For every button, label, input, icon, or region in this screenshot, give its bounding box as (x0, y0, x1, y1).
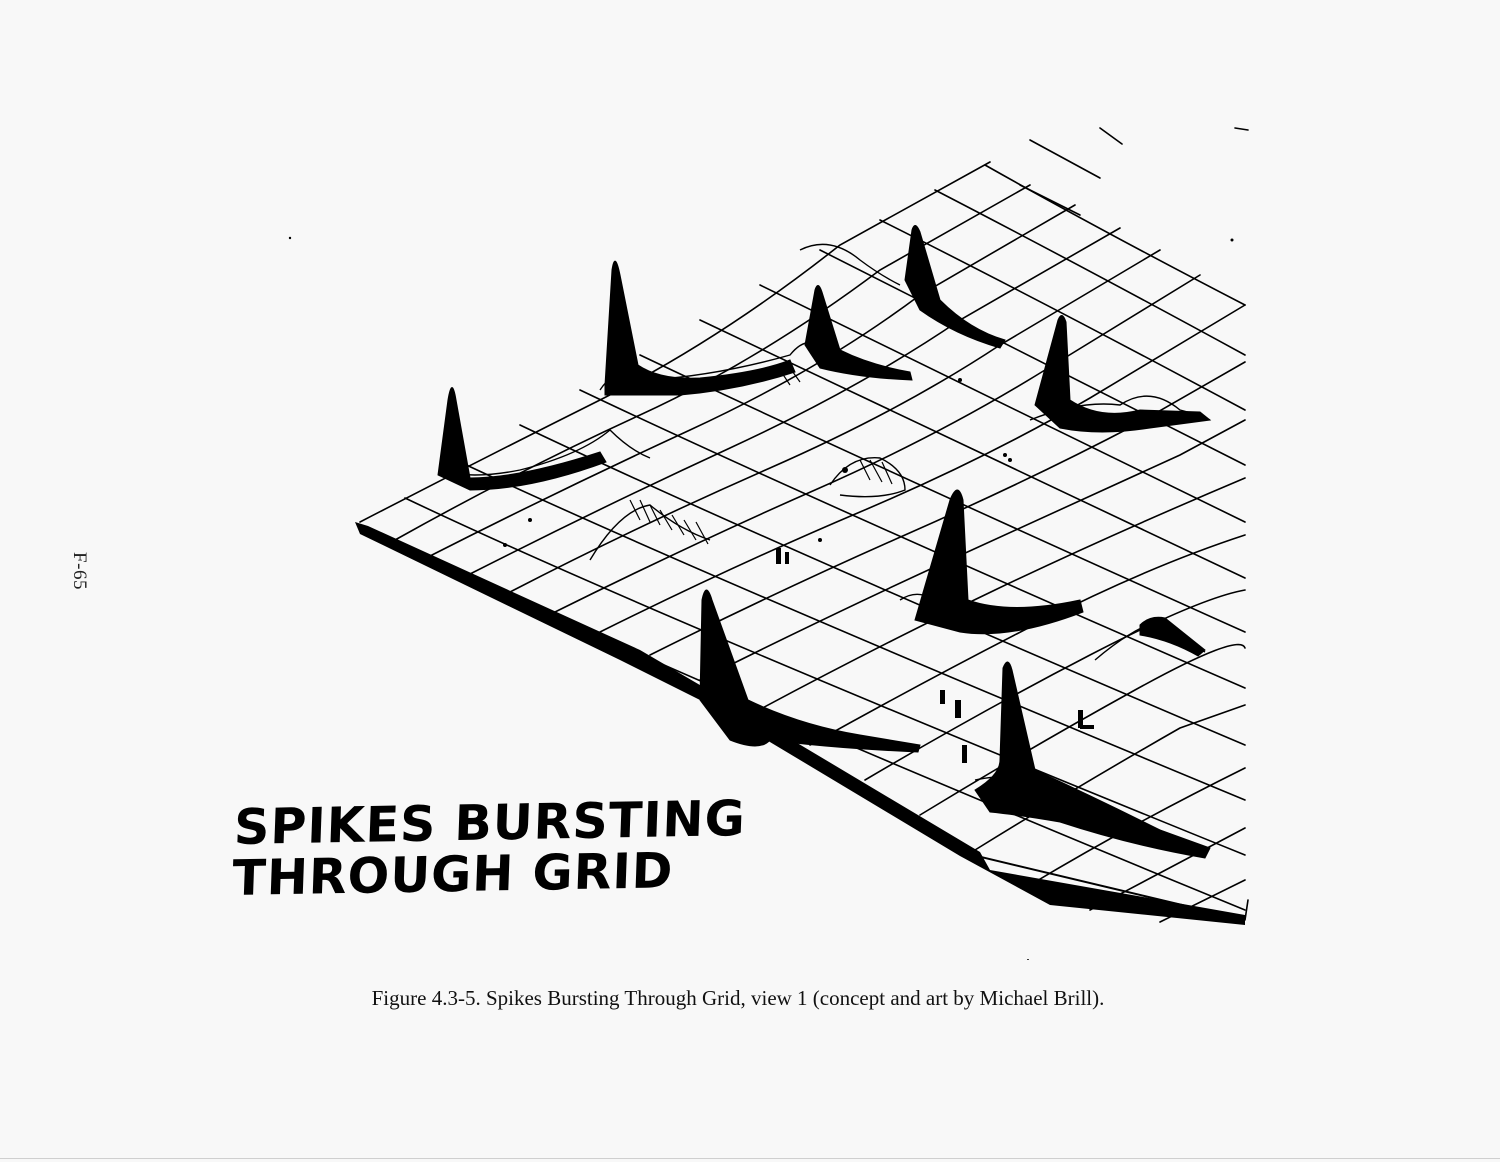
spikes-grid-illustration (288, 127, 1249, 960)
spike-5 (1034, 315, 1212, 433)
spike-8 (974, 661, 1211, 859)
spike-9 (1139, 616, 1206, 657)
illustration-title-line-2: THROUGH GRID (231, 842, 675, 907)
spike-3 (804, 285, 913, 381)
figure-caption: Figure 4.3-5. Spikes Bursting Through Gr… (371, 986, 1105, 1010)
spike-4 (904, 225, 1006, 349)
spike-7 (699, 589, 921, 753)
page-bottom-edge (0, 1158, 1500, 1159)
spike-1 (437, 387, 607, 491)
illustration-title: SPIKES BURSTING THROUGH GRID (231, 790, 746, 907)
shading-hatch (629, 367, 893, 545)
spikes (437, 225, 1212, 859)
spike-2 (604, 260, 796, 396)
small-marks (288, 236, 1234, 960)
spike-6 (914, 489, 1084, 635)
